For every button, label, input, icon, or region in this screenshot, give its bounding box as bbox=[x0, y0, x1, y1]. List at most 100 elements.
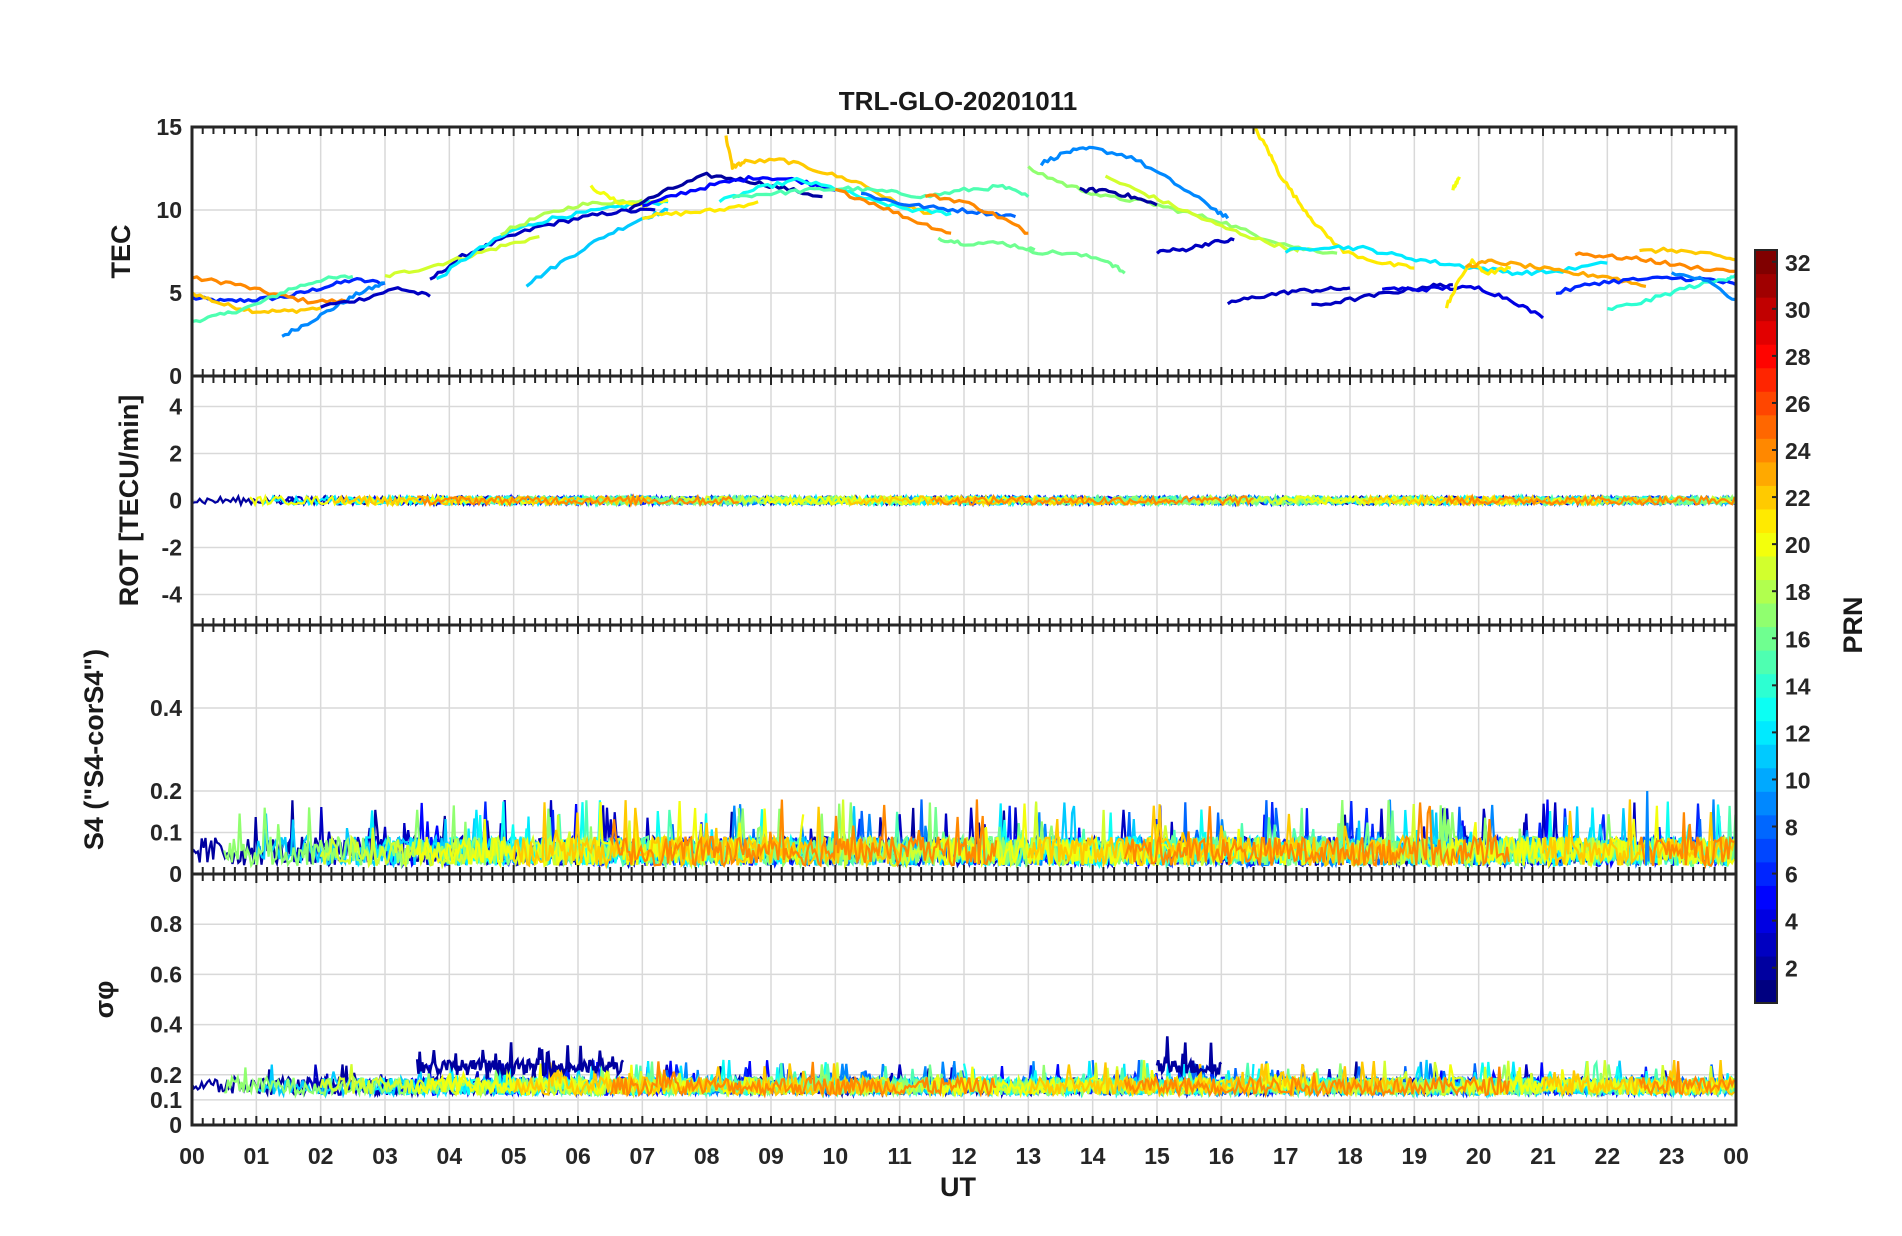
x-tick-label: 05 bbox=[501, 1143, 527, 1169]
s4-series-prn-20 bbox=[416, 801, 805, 869]
colorbar-swatch-prn-7 bbox=[1755, 838, 1777, 863]
x-tick-label: 00 bbox=[179, 1143, 205, 1169]
colorbar-tick-label: 2 bbox=[1785, 956, 1798, 982]
tec-series-prn-20 bbox=[1451, 176, 1461, 191]
rot-series-prn-24 bbox=[931, 493, 1254, 508]
colorbar-tick-label: 12 bbox=[1785, 720, 1811, 746]
x-tick-label: 09 bbox=[758, 1143, 784, 1169]
panel-tec: 0 5 10 15 TEC bbox=[106, 114, 1738, 389]
y-axis-label-sigma: σφ bbox=[89, 981, 119, 1019]
tec-series-prn-15 bbox=[192, 274, 354, 324]
colorbar-swatch-prn-25 bbox=[1755, 414, 1777, 439]
sigma-elevated-prn-2 bbox=[1155, 1036, 1223, 1079]
x-tick-label: 03 bbox=[372, 1143, 398, 1169]
x-tick-label: 20 bbox=[1466, 1143, 1492, 1169]
colorbar-tick-label: 30 bbox=[1785, 297, 1811, 323]
x-tick-label: 17 bbox=[1273, 1143, 1299, 1169]
colorbar-swatch-prn-21 bbox=[1755, 508, 1777, 533]
y-tick-label: 10 bbox=[156, 197, 182, 223]
x-tick-label: 07 bbox=[630, 1143, 656, 1169]
y-tick-label: 0 bbox=[169, 363, 182, 389]
colorbar-swatch-prn-12 bbox=[1755, 720, 1777, 745]
tec-series-prn-22 bbox=[192, 291, 322, 315]
colorbar-swatch-prn-3 bbox=[1755, 932, 1777, 957]
colorbar-swatch-prn-4 bbox=[1755, 908, 1777, 934]
tec-series-prn-24 bbox=[192, 275, 347, 305]
colorbar-swatch-prn-31 bbox=[1755, 273, 1777, 298]
x-tick-label: 23 bbox=[1659, 1143, 1685, 1169]
y-axis-label-s4: S4 ("S4-corS4") bbox=[79, 649, 109, 850]
plot-area-tec bbox=[192, 127, 1736, 338]
tec-series-prn-3 bbox=[1226, 285, 1351, 306]
sigma-series-prn-24 bbox=[1123, 1066, 1510, 1099]
tec-series-prn-3 bbox=[1155, 237, 1235, 255]
x-tick-label: 11 bbox=[888, 1143, 913, 1169]
x-tick-label: 16 bbox=[1209, 1143, 1235, 1169]
x-tick-label: 18 bbox=[1337, 1143, 1363, 1169]
tec-series-prn-2 bbox=[1079, 186, 1158, 207]
tec-series-prn-19 bbox=[384, 235, 540, 279]
colorbar-tick-label: 18 bbox=[1785, 579, 1811, 605]
y-tick-label: 0.2 bbox=[150, 1062, 182, 1088]
colorbar-swatch-prn-6 bbox=[1755, 861, 1777, 886]
colorbar-tick-label: 16 bbox=[1785, 626, 1811, 652]
x-tick-label: 21 bbox=[1530, 1143, 1556, 1169]
tec-series-prn-21 bbox=[642, 200, 759, 220]
colorbar-tick-label: 10 bbox=[1785, 767, 1811, 793]
tec-series-prn-14 bbox=[1607, 273, 1736, 311]
colorbar-tick-label: 8 bbox=[1785, 815, 1798, 841]
tec-series-prn-23 bbox=[1464, 258, 1647, 288]
colorbar-swatch-prn-30 bbox=[1755, 297, 1777, 322]
sigma-series-prn-24 bbox=[609, 1061, 997, 1099]
sigma-series-prn-24 bbox=[1638, 1061, 1736, 1097]
y-tick-label: 0 bbox=[169, 861, 182, 887]
x-tick-label: 15 bbox=[1144, 1143, 1170, 1169]
y-tick-label: 0.4 bbox=[150, 695, 182, 721]
tec-series-prn-9 bbox=[1670, 271, 1736, 302]
colorbar-tick-label: 20 bbox=[1785, 532, 1811, 558]
y-tick-label: 0.1 bbox=[150, 820, 182, 846]
colorbar-frame bbox=[1754, 249, 1778, 1004]
colorbar-swatch-prn-20 bbox=[1755, 532, 1777, 557]
tec-series-prn-12 bbox=[1284, 244, 1608, 277]
colorbar-swatch-prn-1 bbox=[1755, 979, 1777, 1004]
y-tick-label: 4 bbox=[169, 394, 182, 420]
y-axis-label-rot: ROT [TECU/min] bbox=[114, 395, 144, 606]
colorbar-tick-label: 6 bbox=[1785, 862, 1798, 888]
x-tick-label: 10 bbox=[823, 1143, 849, 1169]
x-tick-label: 00 bbox=[1723, 1143, 1749, 1169]
panel-sigma: 00.10.2 0.4 0.6 0.8 σφ bbox=[89, 872, 1738, 1138]
y-tick-label: 0.6 bbox=[150, 961, 182, 987]
s4-series-prn-24 bbox=[1638, 812, 1735, 870]
tec-series-prn-21 bbox=[1252, 127, 1415, 270]
x-tick-label: 22 bbox=[1595, 1143, 1621, 1169]
colorbar-swatch-prn-13 bbox=[1755, 697, 1777, 722]
tec-series-prn-3 bbox=[1311, 282, 1453, 307]
colorbar-swatch-prn-8 bbox=[1755, 814, 1777, 839]
y-tick-label: 15 bbox=[156, 114, 182, 140]
y-axis-label-tec: TEC bbox=[106, 225, 136, 279]
colorbar-label: PRN bbox=[1838, 596, 1868, 653]
s4-spike bbox=[1644, 790, 1650, 866]
colorbar-swatch-prn-22 bbox=[1755, 485, 1777, 510]
colorbar-swatch-prn-17 bbox=[1755, 602, 1777, 628]
tec-series-prn-24 bbox=[1574, 251, 1736, 273]
rot-series-prn-24 bbox=[417, 493, 739, 508]
y-tick-label: 5 bbox=[169, 280, 182, 306]
tec-series-prn-16 bbox=[937, 236, 1036, 252]
tec-series-prn-22 bbox=[1639, 246, 1736, 262]
y-tick-label: 0.1 bbox=[150, 1087, 182, 1113]
rot-series-prn-24 bbox=[1445, 493, 1736, 507]
y-tick-label: 0 bbox=[169, 1112, 182, 1138]
s4-series-prn-22 bbox=[1027, 804, 1414, 869]
panel-s4: 0 0.1 0.2 0.4 S4 ("S4-corS4") bbox=[79, 623, 1738, 887]
x-tick-label: 01 bbox=[244, 1143, 270, 1169]
y-tick-label: 0.8 bbox=[150, 911, 182, 937]
colorbar-swatch-prn-29 bbox=[1755, 320, 1777, 345]
tec-series-prn-3 bbox=[320, 286, 431, 309]
x-tick-label: 08 bbox=[694, 1143, 720, 1169]
colorbar-swatch-prn-32 bbox=[1755, 250, 1777, 275]
